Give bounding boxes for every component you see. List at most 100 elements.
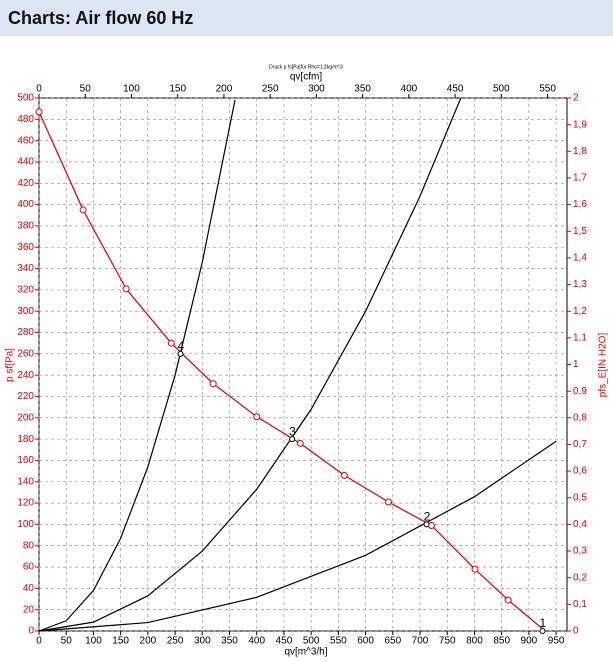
operating-point-label: 3 — [289, 424, 296, 438]
y2-tick-label: 1,5 — [573, 226, 587, 237]
header-title: Charts: Air flow 60 Hz — [8, 8, 193, 28]
y-tick-label: 280 — [17, 327, 34, 338]
y-tick-label: 420 — [17, 178, 34, 189]
y-tick-label: 440 — [17, 157, 34, 168]
y2-tick-label: 0,8 — [573, 412, 587, 423]
y2-tick-label: 1,1 — [573, 332, 587, 343]
y-tick-label: 100 — [17, 519, 34, 530]
y-tick-label: 400 — [17, 199, 34, 210]
x-tick-label: 550 — [330, 636, 347, 647]
x2-tick-label: 350 — [354, 84, 371, 95]
operating-point-label: 2 — [424, 510, 431, 524]
curve-marker — [471, 565, 479, 573]
y2-axis-title: pfs_E[IN H2O] — [598, 333, 609, 398]
x-tick-label: 600 — [357, 636, 374, 647]
x-tick-label: 450 — [276, 636, 293, 647]
operating-point-label: 1 — [540, 616, 547, 630]
x2-tick-label: 500 — [493, 84, 510, 95]
curve-marker — [167, 339, 175, 347]
x-tick-label: 950 — [548, 636, 565, 647]
y-tick-label: 160 — [17, 455, 34, 466]
y-tick-label: 340 — [17, 263, 34, 274]
operating-point — [289, 436, 296, 443]
chart-title: Druck p fs[Pa]für Rho=1,2kg/m^3 — [269, 64, 343, 70]
y-tick-label: 360 — [17, 242, 34, 253]
y2-tick-label: 1,9 — [573, 119, 587, 130]
x-tick-label: 300 — [194, 636, 211, 647]
x2-tick-label: 250 — [262, 84, 279, 95]
x-axis-title: qv[m^3/h] — [284, 647, 327, 658]
y-axis-title: p sf[Pa] — [5, 348, 16, 382]
y2-tick-label: 1,4 — [573, 253, 587, 264]
y2-tick-label: 0,5 — [573, 492, 587, 503]
curve — [38, 440, 557, 632]
x-tick-label: 50 — [61, 636, 73, 647]
y-tick-label: 220 — [17, 391, 34, 402]
x-tick-label: 800 — [466, 636, 483, 647]
x-tick-label: 350 — [221, 636, 238, 647]
operating-point-label: 4 — [178, 339, 185, 353]
curve-marker — [253, 413, 261, 421]
y-tick-label: 480 — [17, 114, 34, 125]
y2-tick-label: 0,4 — [573, 519, 587, 530]
curve — [38, 97, 462, 632]
x-tick-label: 900 — [521, 636, 538, 647]
x-tick-label: 500 — [303, 636, 320, 647]
header-bar — [0, 0, 613, 36]
x-tick-label: 650 — [384, 636, 401, 647]
y2-tick-label: 0,9 — [573, 386, 587, 397]
y-tick-label: 180 — [17, 434, 34, 445]
curve-marker — [35, 108, 43, 116]
curve-marker — [296, 439, 304, 447]
y2-tick-label: 0,6 — [573, 466, 587, 477]
y-tick-label: 460 — [17, 135, 34, 146]
operating-point — [539, 628, 546, 634]
y2-tick-label: 0 — [573, 626, 579, 637]
curve-marker — [79, 206, 87, 214]
y2-tick-label: 0,2 — [573, 572, 587, 583]
y2-tick-label: 1 — [573, 359, 579, 370]
curve-marker — [340, 471, 348, 479]
y2-tick-label: 1,2 — [573, 306, 587, 317]
x-tick-label: 400 — [248, 636, 265, 647]
y-tick-label: 260 — [17, 348, 34, 359]
y2-tick-label: 1,6 — [573, 199, 587, 210]
curve-marker — [384, 498, 392, 506]
x-tick-label: 200 — [140, 636, 157, 647]
y-tick-label: 80 — [23, 540, 35, 551]
x2-tick-label: 100 — [123, 84, 140, 95]
curve — [38, 111, 546, 632]
y2-tick-label: 2 — [573, 93, 579, 104]
y2-tick-label: 0,7 — [573, 439, 587, 450]
x-tick-label: 700 — [412, 636, 429, 647]
x2-tick-label: 200 — [216, 84, 233, 95]
x2-tick-label: 0 — [36, 84, 42, 95]
y-tick-label: 140 — [17, 476, 34, 487]
curve-marker — [209, 380, 217, 388]
y-tick-label: 60 — [23, 562, 35, 573]
x2-tick-label: 550 — [539, 84, 556, 95]
y2-tick-label: 0,3 — [573, 546, 587, 557]
curve — [38, 100, 236, 632]
x2-tick-label: 450 — [447, 84, 464, 95]
y-tick-label: 240 — [17, 370, 34, 381]
operating-point — [423, 521, 430, 528]
x2-axis-title: qv[cfm] — [290, 72, 322, 83]
x-tick-label: 750 — [439, 636, 456, 647]
y-tick-label: 300 — [17, 306, 34, 317]
y-tick-label: 120 — [17, 498, 34, 509]
x2-tick-label: 150 — [169, 84, 186, 95]
x-tick-label: 0 — [36, 636, 42, 647]
x-tick-label: 150 — [112, 636, 129, 647]
x2-tick-label: 300 — [308, 84, 325, 95]
y2-tick-label: 0,1 — [573, 599, 587, 610]
curve-marker — [504, 596, 512, 604]
y2-tick-label: 1,7 — [573, 173, 587, 184]
plot-frame — [38, 97, 568, 632]
x2-tick-label: 400 — [401, 84, 418, 95]
y-tick-label: 500 — [17, 93, 34, 104]
y-tick-label: 40 — [23, 583, 35, 594]
y2-tick-label: 1,3 — [573, 279, 587, 290]
operating-point — [177, 350, 184, 357]
